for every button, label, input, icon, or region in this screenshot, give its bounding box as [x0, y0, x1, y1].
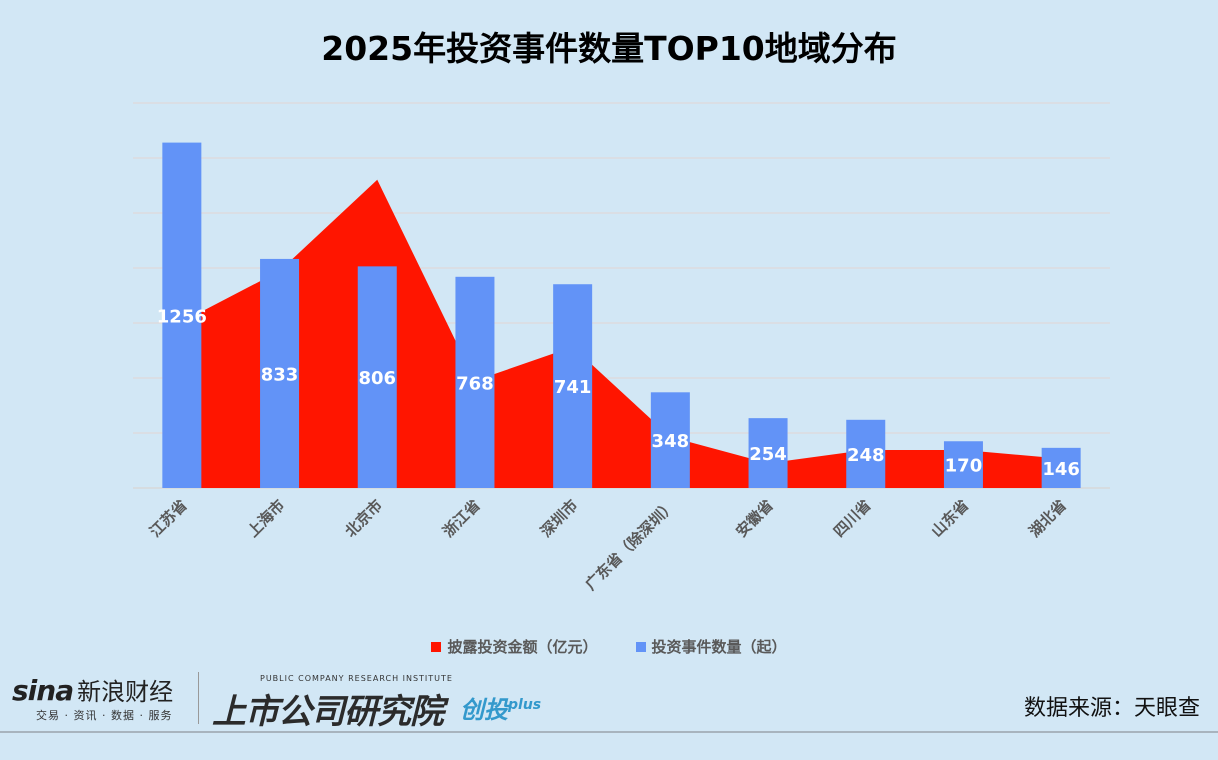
bar-data-label: 741 — [554, 377, 592, 398]
bar-data-label: 146 — [1042, 459, 1080, 480]
legend-swatch-count — [635, 641, 646, 652]
bar — [455, 276, 495, 488]
bar-data-label: 170 — [945, 456, 983, 477]
bar — [1041, 447, 1081, 488]
x-tick-label: 湖北省 — [1025, 496, 1070, 541]
footer-line — [0, 731, 1218, 733]
legend-item-count: 投资事件数量（起） — [635, 636, 787, 657]
bar — [553, 284, 593, 488]
x-tick-label: 北京市 — [342, 496, 387, 541]
bar — [846, 419, 886, 488]
bar-data-label: 768 — [456, 373, 494, 394]
bar-data-label: 248 — [847, 445, 885, 466]
bar-data-label: 254 — [749, 444, 787, 465]
sina-finance-logo: sina 新浪财经 交易 · 资讯 · 数据 · 服务 — [12, 672, 173, 723]
sina-name: 新浪财经 — [77, 678, 174, 706]
x-tick-label: 江苏省 — [146, 496, 191, 541]
footer-divider — [198, 672, 199, 724]
bar — [748, 418, 788, 488]
sina-logo-text: sina — [12, 674, 74, 707]
data-source: 数据来源：天眼查 — [1023, 696, 1200, 721]
bar — [650, 392, 690, 488]
legend-label-count: 投资事件数量（起） — [651, 638, 787, 656]
legend-label-amount: 披露投资金额（亿元） — [447, 638, 598, 656]
bar — [357, 266, 397, 488]
bar-data-label: 833 — [261, 364, 299, 385]
x-tick-label: 四川省 — [830, 496, 875, 541]
x-tick-label: 上海市 — [244, 496, 289, 541]
bar-data-label: 348 — [652, 431, 690, 452]
sina-subtitle: 交易 · 资讯 · 数据 · 服务 — [36, 709, 173, 722]
chart-title: 2025年投资事件数量TOP10地域分布 — [321, 29, 897, 68]
chuangtou-text: 创投 — [460, 696, 508, 724]
bar-data-label: 1256 — [157, 306, 207, 327]
institute-cn: 上市公司研究院 — [212, 692, 444, 732]
institute-en: PUBLIC COMPANY RESEARCH INSTITUTE — [260, 674, 453, 683]
legend-swatch-amount — [431, 641, 442, 652]
x-tick-label: 浙江省 — [439, 496, 484, 541]
bar — [260, 258, 300, 488]
area-series-amount — [181, 179, 1062, 488]
x-tick-label: 山东省 — [928, 496, 973, 541]
bar — [943, 441, 983, 488]
chart: 1256 833 806 768 741 348 254 248 170 146 江苏省 上海市 北京市… — [133, 102, 1110, 594]
bar-data-label: 806 — [358, 368, 396, 389]
x-tick-label: 安徽省 — [732, 496, 777, 541]
legend-item-amount: 披露投资金额（亿元） — [431, 636, 598, 657]
x-tick-label: 深圳市 — [537, 496, 582, 541]
bar — [162, 142, 202, 488]
plus-text: plus — [508, 697, 542, 713]
x-tick-label: 广东省（除深圳） — [582, 496, 680, 594]
legend: 披露投资金额（亿元） 投资事件数量（起） — [0, 636, 1218, 657]
chuangtou-plus-logo: 创投plus — [460, 690, 541, 725]
